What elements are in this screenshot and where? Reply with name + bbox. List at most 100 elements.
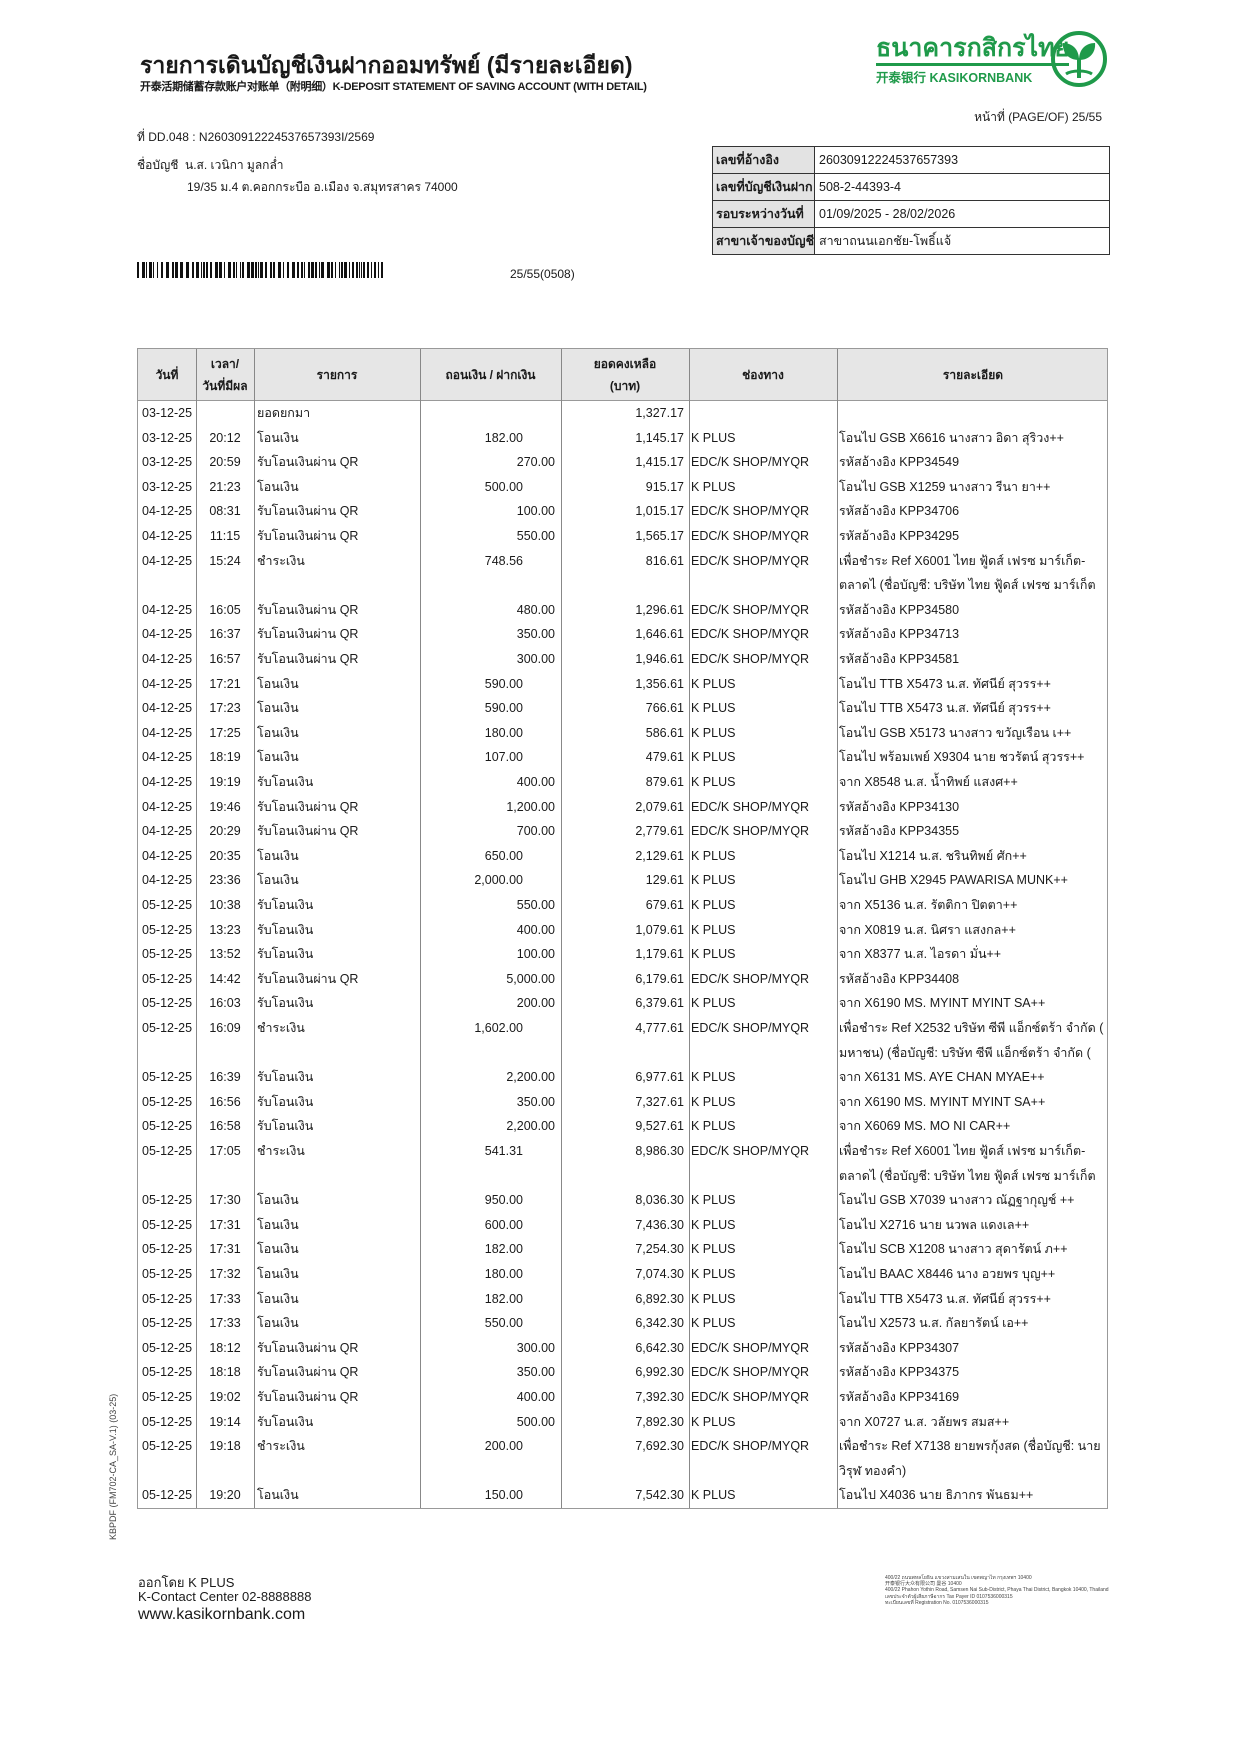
details-line: โอนไป SCB X1208 นางสาว สุดารัตน์ ภ++ xyxy=(839,1242,1068,1257)
row-deposit xyxy=(420,844,555,869)
row-time: 18:19 xyxy=(209,750,241,765)
row-channel: K PLUS xyxy=(691,1217,736,1232)
details-line: จาก X6190 MS. MYINT MYINT SA++ xyxy=(839,996,1046,1011)
row-time xyxy=(196,401,254,426)
table-row: 04-12-25 11:15 รับโอนเงินผ่าน QR 550.00 1,56… xyxy=(138,524,1107,549)
barcode-bar xyxy=(283,262,284,278)
row-time: 20:29 xyxy=(209,824,241,839)
row-deposit xyxy=(420,426,555,451)
row-time: 17:31 xyxy=(209,1217,241,1232)
row-date: 04-12-25 xyxy=(142,627,193,642)
row-channel: EDC/K SHOP/MYQR xyxy=(691,1021,810,1035)
row-description: รับโอนเงิน xyxy=(257,947,314,962)
row-channel: K PLUS xyxy=(691,1242,736,1257)
row-description: โอนเงิน xyxy=(257,1217,299,1232)
row-details: จาก X6190 MS. MYINT MYINT SA++ xyxy=(839,991,1045,1016)
table-row: 04-12-25 20:29 รับโอนเงินผ่าน QR 700.00 2,77… xyxy=(138,819,1107,844)
kasikornbank-logo-icon xyxy=(1050,30,1108,93)
row-balance: 1,015.17 xyxy=(635,504,684,519)
row-description: รับโอนเงินผ่าน QR xyxy=(257,971,359,986)
details-line: โอนไป พร้อมเพย์ X9304 นาย ชวรัตน์ สุวรร+… xyxy=(839,750,1085,765)
barcode-bar xyxy=(242,262,244,278)
table-row: 05-12-25 19:02 รับโอนเงินผ่าน QR 400.00 7,39… xyxy=(138,1385,1107,1410)
table-row: 05-12-25 18:18 รับโอนเงินผ่าน QR 350.00 6,99… xyxy=(138,1360,1107,1385)
row-balance: 9,527.61 xyxy=(635,1119,684,1134)
header-channel: ช่องทาง xyxy=(689,349,837,400)
info-label: เลขที่อ้างอิง xyxy=(713,147,815,173)
details-line: รหัสอ้างอิง KPP34549 xyxy=(839,455,960,470)
details-line: มหาชน) (ชื่อบัญชี: บริษัท ซีพี แอ็กซ์ตร้… xyxy=(839,1045,1091,1060)
table-row: 04-12-25 08:31 รับโอนเงินผ่าน QR 100.00 1,01… xyxy=(138,499,1107,524)
details-line: จาก X8377 น.ส. ไอรดา มั่น++ xyxy=(839,947,1002,962)
row-channel: EDC/K SHOP/MYQR xyxy=(691,504,810,519)
row-date: 04-12-25 xyxy=(142,504,193,519)
row-description: รับโอนเงินผ่าน QR xyxy=(257,799,359,814)
row-balance: 915.17 xyxy=(645,479,684,494)
row-channel: EDC/K SHOP/MYQR xyxy=(691,602,810,617)
row-description: รับโอนเงินผ่าน QR xyxy=(257,652,359,666)
row-balance: 479.61 xyxy=(645,750,684,765)
row-description: รับโอนเงิน xyxy=(257,1094,314,1109)
table-row: 04-12-25 16:05 รับโอนเงินผ่าน QR 480.00 1,29… xyxy=(138,598,1107,623)
row-time: 16:39 xyxy=(209,1070,241,1085)
details-line: รหัสอ้างอิง KPP34355 xyxy=(839,824,960,839)
address-line: เลขประจำตัวผู้เสียภาษีอากร Tax Payer ID … xyxy=(885,1593,1013,1600)
row-description: รับโอนเงินผ่าน QR xyxy=(257,824,359,839)
row-deposit: 480.00 xyxy=(516,602,555,617)
row-balance: 6,379.61 xyxy=(635,996,684,1011)
row-balance: 679.61 xyxy=(645,898,684,912)
row-details: จาก X8377 น.ส. ไอรดา มั่น++ xyxy=(839,942,1001,967)
barcode-bar xyxy=(349,262,350,278)
row-date: 05-12-25 xyxy=(142,1193,193,1208)
table-row: 04-12-25 19:19 รับโอนเงิน 400.00 879.61 K PLU… xyxy=(138,770,1107,795)
row-description: รับโอนเงินผ่าน QR xyxy=(257,627,359,642)
barcode-bar xyxy=(142,262,145,278)
row-date: 05-12-25 xyxy=(142,1316,193,1331)
row-balance: 1,296.61 xyxy=(635,602,684,617)
details-line: โอนไป TTB X5473 น.ส. ทัศนีย์ สุวรร++ xyxy=(839,676,1051,691)
row-withdrawal: 650.00 xyxy=(484,848,523,863)
header-balance: ยอดคงเหลือ (บาท) xyxy=(561,349,689,400)
barcode-bar xyxy=(339,262,340,278)
table-row: 05-12-25 17:33 โอนเงิน 182.00 6,892.30 K PLUS… xyxy=(138,1287,1107,1312)
row-channel: K PLUS xyxy=(691,676,736,691)
info-row: รอบระหว่างวันที่ 01/09/2025 - 28/02/2026 xyxy=(713,201,1109,228)
row-balance: 7,692.30 xyxy=(635,1439,684,1454)
row-channel: EDC/K SHOP/MYQR xyxy=(691,455,810,470)
details-line: จาก X0819 น.ส. นิศรา แสงกล++ xyxy=(839,922,1016,937)
column-divider xyxy=(420,349,421,1508)
info-value: 26030912224537657393 xyxy=(819,153,959,167)
barcode-bar xyxy=(161,262,163,278)
row-channel: K PLUS xyxy=(691,775,736,789)
info-label: เลขที่บัญชีเงินฝาก xyxy=(713,174,815,200)
row-details: โอนไป GSB X6616 นางสาว อิดา สุริวง++ xyxy=(839,426,1064,451)
row-channel: K PLUS xyxy=(691,1119,736,1134)
barcode xyxy=(137,262,383,278)
row-deposit: 100.00 xyxy=(516,504,555,519)
row-description: โอนเงิน xyxy=(257,701,299,716)
row-details: เพื่อชำระ Ref X6001 ไทย ฟู้ดส์ เฟรซ มาร์… xyxy=(839,1139,1096,1188)
row-time: 17:25 xyxy=(209,725,241,740)
row-channel: K PLUS xyxy=(691,947,736,962)
row-details: โอนไป TTB X5473 น.ส. ทัศนีย์ สุวรร++ xyxy=(839,696,1051,721)
barcode-bar xyxy=(175,262,178,278)
details-line: โอนไป X4036 นาย ธิภากร พันธม++ xyxy=(839,1488,1034,1503)
row-channel: K PLUS xyxy=(691,1193,736,1208)
row-time: 17:23 xyxy=(209,701,241,716)
table-row: 04-12-25 23:36 โอนเงิน 2,000.00 129.61 K PLUS… xyxy=(138,868,1107,893)
row-description: ชำระเงิน xyxy=(257,1021,305,1035)
table-row: 05-12-25 16:58 รับโอนเงิน 2,200.00 9,527.61 K… xyxy=(138,1114,1107,1139)
row-deposit xyxy=(420,1434,555,1459)
website-link[interactable]: www.kasikornbank.com xyxy=(138,1606,306,1623)
row-balance: 2,079.61 xyxy=(635,799,684,814)
header-date: วันที่ xyxy=(138,349,196,400)
barcode-bar xyxy=(149,262,152,278)
row-details: จาก X6131 MS. AYE CHAN MYAE++ xyxy=(839,1065,1045,1090)
header-line: เวลา/ xyxy=(210,356,240,371)
row-deposit: 270.00 xyxy=(516,455,555,470)
header-line: รายการ xyxy=(316,367,358,382)
row-date: 04-12-25 xyxy=(142,676,193,691)
row-time: 16:58 xyxy=(209,1119,241,1134)
row-deposit: 550.00 xyxy=(516,898,555,912)
details-line: เพื่อชำระ Ref X2532 บริษัท ซีพี แอ็กซ์ตร… xyxy=(839,1021,1104,1035)
